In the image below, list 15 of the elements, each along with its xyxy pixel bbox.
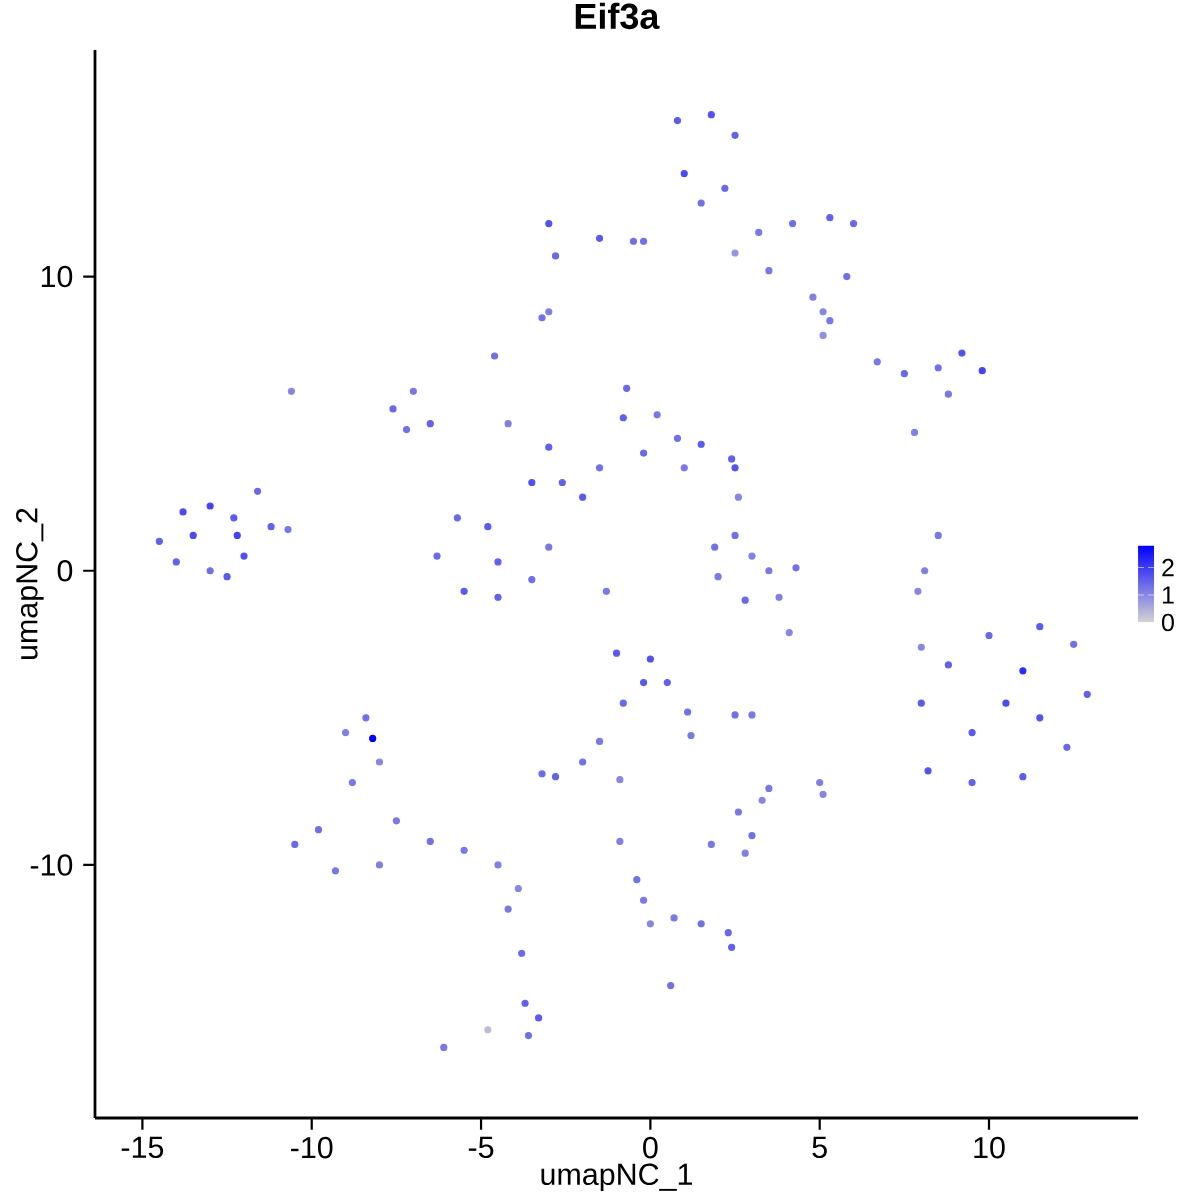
x-tick-label: 5: [812, 1136, 827, 1159]
y-tick-label: -10: [30, 854, 73, 876]
color-bar-label: 1: [1162, 586, 1174, 604]
y-tick-label: 10: [41, 265, 73, 288]
x-tick-label: 10: [974, 1136, 1005, 1159]
y-axis-title: umapNC_2: [16, 508, 44, 659]
x-tick-label: -5: [468, 1136, 494, 1159]
x-tick-label: -15: [121, 1136, 164, 1159]
x-axis-title: umapNC_1: [541, 1163, 692, 1192]
y-tick-label: 0: [57, 560, 73, 582]
x-tick-label: -10: [291, 1136, 333, 1159]
color-bar-label: 2: [1162, 558, 1174, 577]
x-tick-label: 0: [643, 1136, 658, 1159]
color-bar-label: 0: [1161, 613, 1174, 632]
chart-title: Eif3a: [575, 2, 660, 30]
